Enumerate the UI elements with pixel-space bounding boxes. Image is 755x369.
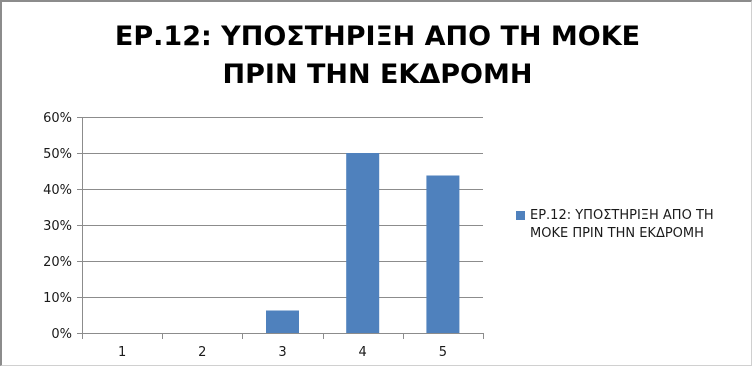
chart-title-line-2: ΠΡΙΝ ΤΗΝ ΕΚΔΡΟΜΗ (222, 59, 533, 90)
y-tick-label: 20% (43, 255, 72, 270)
y-tick-label: 0% (51, 327, 72, 342)
bar (426, 175, 460, 333)
legend-swatch (516, 211, 525, 220)
legend: ΕΡ.12: ΥΠΟΣΤΗΡΙΞΗ ΑΠΟ ΤΗ ΜΟΚΕ ΠΡΙΝ ΤΗΝ Ε… (516, 207, 746, 243)
x-tick-label: 3 (278, 345, 286, 360)
x-tick-label: 4 (359, 345, 367, 360)
y-tick-label: 60% (43, 111, 72, 126)
bar (266, 310, 299, 333)
y-tick-label: 40% (43, 183, 72, 198)
y-tick-label: 50% (43, 147, 72, 162)
y-tick-label: 10% (43, 291, 72, 306)
chart-title-line-1: ΕΡ.12: ΥΠΟΣΤΗΡΙΞΗ ΑΠΟ ΤΗ ΜΟΚΕ (114, 21, 641, 52)
bar (346, 153, 380, 333)
x-tick-label: 2 (198, 345, 206, 360)
x-tick-label: 1 (118, 345, 126, 360)
legend-label: ΕΡ.12: ΥΠΟΣΤΗΡΙΞΗ ΑΠΟ ΤΗ ΜΟΚΕ ΠΡΙΝ ΤΗΝ Ε… (530, 208, 714, 241)
y-tick-label: 30% (43, 219, 72, 234)
x-tick-label: 5 (439, 345, 447, 360)
chart-title: ΕΡ.12: ΥΠΟΣΤΗΡΙΞΗ ΑΠΟ ΤΗ ΜΟΚΕ ΠΡΙΝ ΤΗΝ Ε… (0, 18, 755, 94)
